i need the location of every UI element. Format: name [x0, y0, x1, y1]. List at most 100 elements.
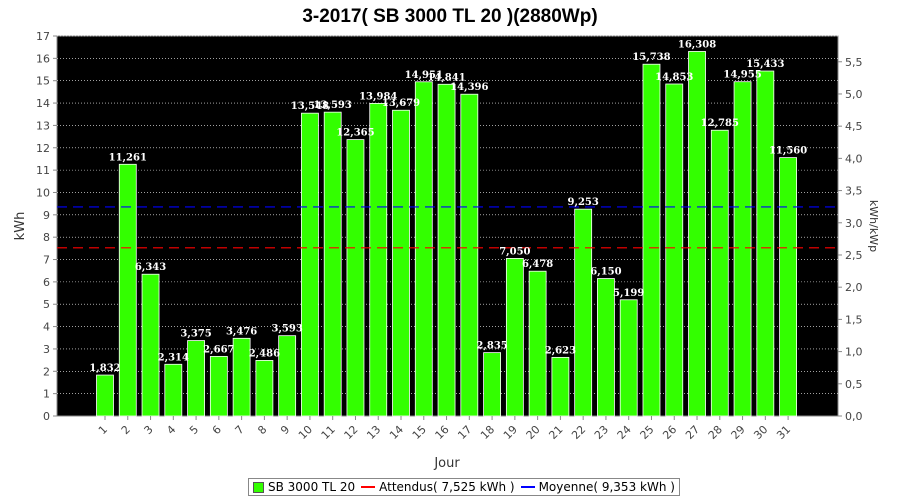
x-axis-label: Jour: [433, 456, 460, 471]
bar-day-26: [665, 83, 684, 417]
y-tick-label: 4: [43, 321, 50, 334]
legend-item-average: Moyenne( 9,353 kWh ): [520, 480, 675, 494]
bar-day-10: [301, 112, 319, 417]
y-tick-label: 3: [43, 343, 50, 356]
x-tick-label: 2: [119, 423, 133, 437]
bar-day-28: [710, 129, 729, 417]
bar-day-15: [414, 81, 433, 417]
data-label-day-3: 6,343: [135, 262, 166, 273]
bar-day-31: [779, 157, 797, 417]
bar-day-19: [505, 258, 524, 417]
data-label-day-28: 12,785: [701, 118, 739, 129]
legend-item-series: SB 3000 TL 20: [253, 480, 355, 494]
y-tick-label: 2: [43, 365, 50, 378]
legend: SB 3000 TL 20 Attendus( 7,525 kWh ) Moye…: [248, 478, 680, 496]
y2-tick-label: 4,0: [845, 152, 863, 165]
y2-tick-label: 0,5: [845, 378, 863, 391]
x-tick-label: 9: [278, 423, 292, 437]
y2-axis-label: kWh/kWp: [867, 200, 880, 252]
data-label-day-5: 3,375: [180, 329, 211, 340]
bar-day-25: [642, 63, 661, 417]
x-tick-label: 12: [341, 423, 360, 442]
y2-tick-label: 2,5: [845, 249, 863, 262]
y-axis-label: kWh: [13, 212, 28, 241]
data-label-day-25: 15,738: [632, 52, 670, 63]
x-tick-label: 10: [296, 423, 315, 442]
data-label-day-31: 11,560: [769, 146, 807, 157]
data-labels: 1,832 11,261 6,343 2,314 3,375 2,667 3,476 2,48…: [89, 39, 807, 374]
x-tick-label: 13: [364, 423, 383, 442]
bar-day-18: [483, 352, 501, 417]
data-label-day-21: 2,623: [545, 345, 576, 356]
y-tick-label: 13: [36, 119, 50, 132]
bar-day-27: [688, 51, 706, 417]
x-tick-label: 25: [638, 423, 657, 442]
x-tick-label: 17: [455, 423, 474, 442]
x-tick-label: 19: [501, 423, 520, 442]
data-label-day-13: 13,984: [359, 91, 397, 102]
x-tick-label: 18: [478, 423, 497, 442]
y-tick-label: 17: [36, 30, 50, 43]
y2-tick-label: 3,0: [845, 217, 863, 230]
y2-tick-label: 4,5: [845, 120, 863, 133]
y2-tick-label: 2,0: [845, 281, 863, 294]
data-label-day-22: 9,253: [568, 197, 599, 208]
y-tick-label: 15: [36, 75, 50, 88]
bar-day-20: [528, 270, 547, 417]
y2-tick-label: 1,0: [845, 346, 863, 359]
y-tick-label: 16: [36, 52, 50, 65]
x-tick-label: 20: [524, 423, 543, 442]
data-label-day-23: 6,150: [590, 267, 621, 278]
x-tick-label: 22: [569, 423, 588, 442]
bar-day-16: [437, 83, 456, 417]
y2-tick-label: 0,0: [845, 410, 863, 423]
data-label-day-8: 2,486: [249, 348, 280, 359]
data-label-day-12: 12,365: [336, 128, 374, 139]
data-label-day-27: 16,308: [678, 39, 716, 50]
legend-swatch-expected: [361, 486, 376, 488]
legend-item-expected: Attendus( 7,525 kWh ): [361, 480, 515, 494]
y-tick-label: 9: [43, 209, 50, 222]
data-label-day-15: 14,951: [405, 70, 443, 81]
legend-label-average: Moyenne( 9,353 kWh ): [538, 480, 675, 494]
x-tick-label: 4: [164, 423, 178, 437]
x-tick-label: 30: [751, 423, 770, 442]
bar-day-9: [278, 335, 297, 417]
chart-title: 3-2017( SB 3000 TL 20 )(2880Wp): [302, 6, 597, 27]
x-tick-label: 1: [96, 423, 110, 437]
bar-day-29: [733, 81, 752, 417]
data-label-day-30: 15,433: [746, 59, 784, 70]
bar-day-2: [118, 163, 137, 417]
y2-tick-label: 5,0: [845, 88, 863, 101]
bar-day-8: [255, 360, 274, 417]
bar-day-14: [392, 109, 410, 417]
data-label-day-16: 14,841: [427, 72, 465, 83]
y-tick-label: 11: [36, 164, 50, 177]
x-tick-label: 7: [233, 423, 247, 437]
bar-day-4: [164, 363, 183, 417]
x-tick-label: 16: [433, 423, 452, 442]
y-tick-label: 14: [36, 97, 50, 110]
x-tick-label: 14: [387, 423, 406, 442]
x-tick-label: 15: [410, 423, 429, 442]
legend-swatch-average: [520, 486, 535, 488]
x-tick-label: 11: [319, 423, 338, 442]
data-label-day-4: 2,314: [158, 352, 189, 363]
x-tick-label: 29: [729, 423, 748, 442]
y-tick-label: 12: [36, 142, 50, 155]
data-label-day-18: 2,835: [476, 341, 507, 352]
x-tick-label: 3: [142, 423, 156, 437]
legend-swatch-series: [253, 481, 264, 493]
y2-axis-ticks: 0,0 0,5 1,0 1,5 2,0 2,5 3,0 3,5 4,0 4,5 5,0 5,5: [838, 56, 863, 423]
bar-day-3: [141, 273, 160, 417]
bar-day-13: [369, 103, 388, 417]
data-label-day-7: 3,476: [226, 326, 257, 337]
x-tick-label: 31: [774, 423, 793, 442]
y-tick-label: 0: [43, 410, 50, 423]
data-label-day-2: 11,261: [109, 152, 147, 163]
x-tick-label: 26: [660, 423, 679, 442]
x-tick-label: 21: [546, 423, 565, 442]
x-tick-label: 28: [706, 423, 725, 442]
